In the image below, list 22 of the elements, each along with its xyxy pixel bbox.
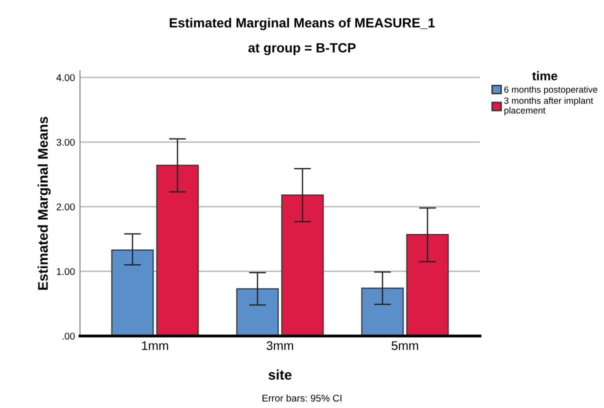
x-axis-title: site <box>268 370 292 380</box>
x-tick-label: 3mm <box>266 341 294 350</box>
legend-label: 6 months postoperative <box>504 86 598 95</box>
bar <box>406 234 449 336</box>
y-tick-label: 4.00 <box>56 74 75 82</box>
y-tick-label: 2.00 <box>56 203 75 210</box>
y-tick-label: 1.00 <box>56 268 75 275</box>
chart-title: Estimated Marginal Means of MEASURE_1 <box>170 18 435 30</box>
x-tick-label: 5mm <box>392 341 418 350</box>
legend-title: time <box>532 71 558 80</box>
y-tick-label: 3.00 <box>56 138 75 146</box>
bar <box>361 288 404 336</box>
bar <box>111 249 154 336</box>
y-tick-label: .00 <box>62 332 75 340</box>
y-axis-title: Estimated Marginal Means <box>38 116 51 290</box>
bar <box>156 164 199 336</box>
chart-subtitle: at group = B-TCP <box>248 43 356 56</box>
bar <box>281 194 324 336</box>
text: Error bars: 95% CI <box>262 394 342 402</box>
bar <box>236 288 279 336</box>
legend-label: 3 months after implant placement <box>504 97 594 116</box>
x-tick-label: 1mm <box>142 341 168 350</box>
